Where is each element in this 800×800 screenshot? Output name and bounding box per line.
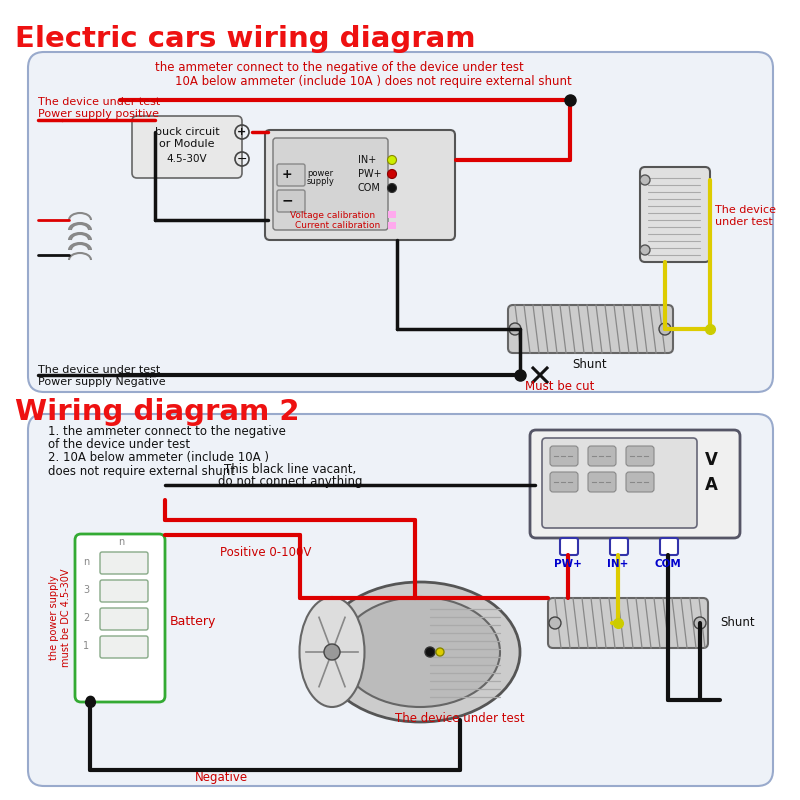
Text: Power supply positive: Power supply positive: [38, 109, 159, 119]
FancyBboxPatch shape: [100, 552, 148, 574]
Text: COM: COM: [654, 559, 682, 569]
Text: do not connect anything: do not connect anything: [218, 475, 362, 489]
FancyBboxPatch shape: [626, 472, 654, 492]
FancyBboxPatch shape: [75, 534, 165, 702]
Text: buck circuit: buck circuit: [154, 127, 219, 137]
Text: does not require external shunt: does not require external shunt: [48, 465, 235, 478]
Text: the ammeter connect to the negative of the device under test: the ammeter connect to the negative of t…: [155, 62, 524, 74]
Circle shape: [387, 170, 397, 178]
FancyBboxPatch shape: [588, 472, 616, 492]
Text: A: A: [705, 476, 718, 494]
Text: 3: 3: [83, 585, 89, 595]
Text: of the device under test: of the device under test: [48, 438, 190, 451]
FancyBboxPatch shape: [588, 446, 616, 466]
FancyBboxPatch shape: [100, 580, 148, 602]
Text: Must be cut: Must be cut: [525, 381, 594, 394]
FancyBboxPatch shape: [626, 446, 654, 466]
Text: The device: The device: [715, 205, 776, 215]
Text: Battery: Battery: [170, 615, 216, 629]
FancyBboxPatch shape: [610, 538, 628, 555]
Circle shape: [509, 323, 521, 335]
Text: 4.5-30V: 4.5-30V: [166, 154, 207, 164]
Text: +: +: [282, 167, 293, 181]
Circle shape: [436, 648, 444, 656]
Circle shape: [324, 644, 340, 660]
FancyBboxPatch shape: [550, 446, 578, 466]
Text: under test: under test: [715, 217, 773, 227]
FancyBboxPatch shape: [542, 438, 697, 528]
FancyBboxPatch shape: [660, 538, 678, 555]
Circle shape: [387, 155, 397, 165]
Text: 10A below ammeter (include 10A ) does not require external shunt: 10A below ammeter (include 10A ) does no…: [175, 75, 572, 89]
Circle shape: [659, 323, 671, 335]
FancyBboxPatch shape: [508, 305, 673, 353]
FancyBboxPatch shape: [100, 636, 148, 658]
Text: Negative: Negative: [195, 771, 248, 785]
FancyBboxPatch shape: [273, 138, 388, 230]
FancyBboxPatch shape: [550, 472, 578, 492]
Text: Shunt: Shunt: [720, 617, 754, 630]
FancyBboxPatch shape: [277, 190, 305, 212]
Text: Voltage calibration: Voltage calibration: [290, 210, 375, 219]
Text: n: n: [118, 537, 124, 547]
FancyBboxPatch shape: [640, 167, 710, 262]
Text: +: +: [238, 127, 246, 137]
Text: PW+: PW+: [554, 559, 582, 569]
Text: 1. the ammeter connect to the negative: 1. the ammeter connect to the negative: [48, 426, 286, 438]
Circle shape: [425, 647, 435, 657]
Text: PW+: PW+: [358, 169, 382, 179]
Circle shape: [640, 175, 650, 185]
FancyBboxPatch shape: [277, 164, 305, 186]
Text: IN+: IN+: [358, 155, 376, 165]
Text: the power supply
must be DC 4.5-30V: the power supply must be DC 4.5-30V: [50, 569, 71, 667]
Circle shape: [694, 617, 706, 629]
FancyBboxPatch shape: [530, 430, 740, 538]
Text: or Module: or Module: [159, 139, 214, 149]
Ellipse shape: [320, 582, 520, 722]
FancyBboxPatch shape: [100, 608, 148, 630]
Text: Shunt: Shunt: [573, 358, 607, 370]
Text: −: −: [237, 153, 247, 166]
Ellipse shape: [340, 597, 500, 707]
Text: The device under test: The device under test: [38, 97, 160, 107]
FancyBboxPatch shape: [28, 52, 773, 392]
Bar: [388, 222, 396, 229]
Text: COM: COM: [358, 183, 381, 193]
FancyBboxPatch shape: [265, 130, 455, 240]
Text: n: n: [83, 557, 89, 567]
Text: Wiring diagram 2: Wiring diagram 2: [15, 398, 299, 426]
FancyBboxPatch shape: [28, 414, 773, 786]
Text: −: −: [282, 193, 294, 207]
Text: 1: 1: [83, 641, 89, 651]
Text: Positive 0-100V: Positive 0-100V: [220, 546, 311, 559]
Ellipse shape: [299, 597, 365, 707]
Text: 2: 2: [83, 613, 89, 623]
FancyBboxPatch shape: [132, 116, 242, 178]
Text: Power supply Negative: Power supply Negative: [38, 377, 166, 387]
Text: The device under test: The device under test: [38, 365, 160, 375]
Circle shape: [549, 617, 561, 629]
Text: Current calibration: Current calibration: [295, 222, 380, 230]
FancyBboxPatch shape: [560, 538, 578, 555]
Text: This black line vacant,: This black line vacant,: [224, 463, 356, 477]
Bar: [388, 211, 396, 218]
Text: The device under test: The device under test: [395, 711, 525, 725]
FancyBboxPatch shape: [548, 598, 708, 648]
Text: 2. 10A below ammeter (include 10A ): 2. 10A below ammeter (include 10A ): [48, 451, 269, 465]
Text: Electric cars wiring diagram: Electric cars wiring diagram: [15, 25, 475, 53]
Text: power: power: [307, 170, 333, 178]
Circle shape: [640, 245, 650, 255]
Text: V: V: [705, 451, 718, 469]
Circle shape: [387, 183, 397, 193]
Text: supply: supply: [307, 178, 335, 186]
Text: IN+: IN+: [607, 559, 629, 569]
